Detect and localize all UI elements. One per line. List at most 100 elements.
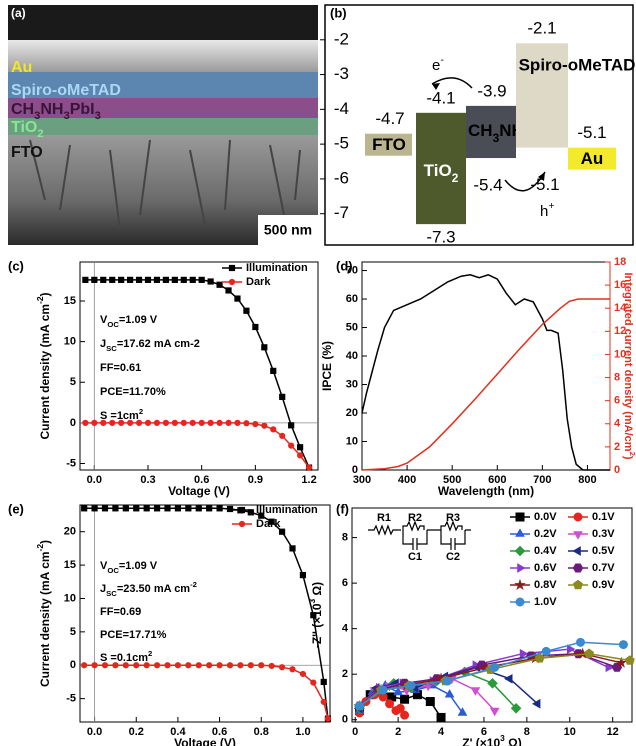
y2-tick-label: 6 (614, 395, 620, 407)
y-axis-label: -Z'' (×103 Ω) (307, 582, 324, 648)
annotation-part: PCE=11.70% (100, 386, 166, 398)
x-tick-label: 0.0 (87, 726, 102, 738)
marker (311, 680, 316, 685)
y2-tick-label: 18 (614, 256, 626, 268)
y-axis-label-part: Current density (mA cm (38, 551, 52, 687)
level-label: -5.4 (473, 176, 502, 195)
x-tick-label: 8 (524, 726, 530, 738)
panel-label: (a) (11, 6, 26, 20)
marker (208, 420, 213, 425)
layer-label: Spiro-oMeTAD (11, 82, 121, 99)
layer-tio2 (8, 118, 318, 135)
annotation-part: PCE=17.71% (100, 629, 167, 641)
marker (298, 445, 303, 450)
marker (259, 663, 264, 668)
marker (186, 663, 191, 668)
y-tick-label: -6 (334, 168, 349, 187)
marker (82, 663, 87, 668)
plot-frame (362, 262, 610, 470)
y-tick-label: 50 (346, 321, 358, 333)
marker (407, 682, 415, 690)
legend-label: 0.3V (592, 528, 615, 540)
y-axis-label: Current density (mA cm-2) (35, 292, 52, 439)
marker (516, 598, 524, 606)
y-tick-label: 10 (64, 592, 76, 604)
marker (280, 433, 285, 438)
x-axis-label-part: Ω) (505, 736, 522, 746)
annotation: VOC=1.09 V (100, 314, 158, 329)
marker (253, 421, 258, 426)
y-tick-label: 4 (342, 623, 349, 635)
annotation-part: S =0.1cm (100, 652, 148, 664)
y-axis-label-part: ) (38, 292, 52, 296)
marker (235, 420, 240, 425)
annotation-part: =1.09 V (119, 314, 158, 326)
annotation-part: S =1cm (100, 410, 139, 422)
carrier-label-part: + (548, 200, 554, 212)
marker (229, 265, 234, 270)
marker (437, 713, 445, 721)
circuit-label: R3 (446, 512, 460, 524)
annotation-part: SC (106, 589, 117, 598)
y2-tick-label: 2 (614, 441, 620, 453)
marker (574, 580, 583, 588)
annotation-part: OC (107, 320, 119, 329)
x-tick-label: 10 (564, 726, 576, 738)
marker (426, 698, 434, 706)
marker (113, 506, 118, 511)
y-axis-label-part: -Z'' (×10 (310, 603, 324, 648)
y2-axis-label-part: ) (622, 456, 634, 460)
annotation-part: -2 (190, 580, 197, 589)
marker (619, 641, 627, 649)
marker (83, 277, 88, 282)
marker (505, 675, 512, 683)
marker (516, 529, 524, 536)
x-tick-label: 0.9 (248, 474, 263, 486)
marker (102, 506, 107, 511)
legend-label: Dark (246, 276, 271, 288)
circuit-label: C1 (408, 551, 422, 563)
figure: (a)AuSpiro-oMeTADCH3NH3PbI3TiO2FTO500 nm… (0, 0, 636, 746)
y-tick-label: 2 (342, 668, 348, 680)
marker (300, 671, 305, 676)
marker (379, 686, 387, 694)
marker (289, 443, 294, 448)
material-label-part: 2 (452, 171, 459, 185)
annotation-part: FF=0.69 (100, 606, 141, 618)
material-label: Au (581, 149, 604, 168)
layer-label: FTO (11, 144, 43, 161)
legend-label: 0.2V (534, 528, 557, 540)
marker (253, 324, 258, 329)
y2-tick-label: 8 (614, 371, 620, 383)
annotation: VOC=1.09 V (100, 560, 158, 575)
annotation-part: OC (107, 566, 119, 575)
x-tick-label: 700 (533, 474, 551, 486)
marker (262, 423, 267, 428)
legend-label: Illumination (246, 262, 308, 274)
y2-tick-label: 0 (614, 464, 620, 476)
marker (573, 547, 580, 555)
marker (92, 663, 97, 668)
annotation: FF=0.61 (100, 362, 141, 374)
y-tick-label: -2 (334, 29, 349, 48)
x-tick-label: 0.8 (254, 726, 269, 738)
x-tick-label: 0.3 (140, 474, 155, 486)
y-tick-label: 60 (346, 293, 358, 305)
annotation-part: =23.50 mA cm (117, 583, 190, 595)
x-axis-label: Voltage (V) (174, 736, 236, 746)
marker (585, 649, 594, 657)
marker (207, 506, 212, 511)
x-tick-label: 1.2 (301, 474, 316, 486)
annotation-part: =17.62 mA cm-2 (117, 338, 200, 350)
circuit-label: R2 (408, 512, 422, 524)
annotation: JSC=23.50 mA cm-2 (100, 580, 197, 598)
layer-label-part: NH (40, 101, 63, 118)
y-tick-label: 0 (352, 464, 358, 476)
panel-label: (b) (330, 5, 347, 20)
level-label: -5.1 (577, 123, 606, 142)
marker (568, 645, 575, 653)
layer-au (8, 40, 318, 72)
y-tick-label: 5 (70, 626, 76, 638)
series-line (362, 275, 610, 470)
marker (226, 288, 231, 293)
